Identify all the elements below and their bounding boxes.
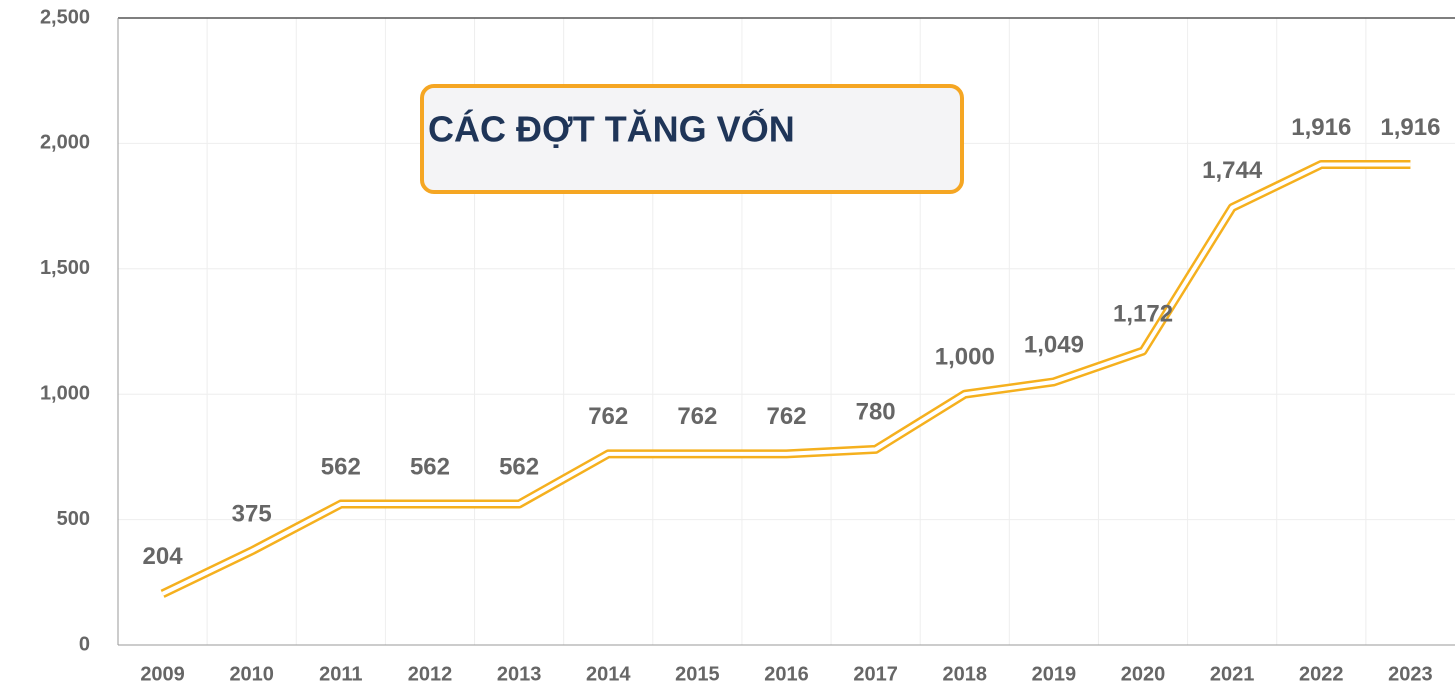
data-label: 562 (321, 453, 361, 480)
data-label: 1,049 (1024, 331, 1084, 358)
y-tick-label: 2,000 (40, 132, 90, 154)
x-tick-label: 2011 (319, 663, 362, 685)
x-tick-label: 2022 (1299, 663, 1344, 685)
data-label: 1,000 (935, 344, 995, 371)
x-tick-label: 2023 (1388, 663, 1433, 685)
data-label: 1,172 (1113, 300, 1173, 327)
x-tick-label: 2019 (1032, 663, 1077, 685)
x-tick-label: 2016 (764, 663, 809, 685)
data-label: 1,916 (1291, 114, 1351, 141)
y-tick-label: 1,000 (40, 382, 90, 404)
data-label: 562 (410, 453, 450, 480)
data-label: 375 (232, 500, 272, 527)
x-tick-label: 2021 (1210, 663, 1255, 685)
data-label: 762 (766, 403, 806, 430)
y-tick-label: 500 (57, 508, 90, 530)
data-label: 562 (499, 453, 539, 480)
data-label: 762 (677, 403, 717, 430)
x-tick-label: 2010 (229, 663, 274, 685)
x-tick-label: 2018 (943, 663, 988, 685)
x-tick-label: 2020 (1121, 663, 1166, 685)
line-outer (160, 159, 1411, 598)
data-label: 762 (588, 403, 628, 430)
data-label: 780 (856, 399, 896, 426)
chart-title: CÁC ĐỢT TĂNG VỐN (428, 108, 795, 150)
title-box (420, 84, 964, 194)
x-tick-label: 2009 (140, 663, 185, 685)
data-label: 1,744 (1202, 157, 1263, 184)
x-tick-label: 2015 (675, 663, 720, 685)
y-tick-label: 2,500 (40, 6, 90, 28)
data-label: 204 (143, 543, 184, 570)
x-tick-label: 2014 (586, 663, 631, 685)
y-tick-label: 1,500 (40, 257, 90, 279)
y-tick-label: 0 (79, 633, 90, 655)
x-tick-label: 2013 (497, 663, 542, 685)
x-tick-label: 2017 (853, 663, 898, 685)
data-label: 1,916 (1380, 114, 1440, 141)
line-inner (161, 162, 1411, 596)
x-tick-label: 2012 (408, 663, 453, 685)
